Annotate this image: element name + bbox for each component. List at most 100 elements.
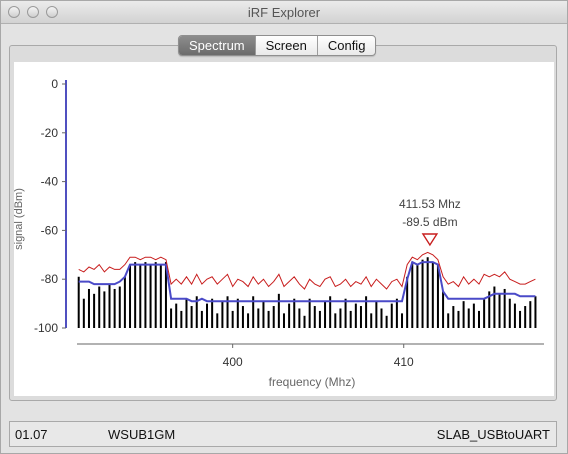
spectrum-bar [211, 298, 214, 328]
spectrum-bar [149, 264, 152, 328]
spectrum-bar [442, 291, 445, 328]
spectrum-bar [103, 291, 106, 328]
y-tick-labels: 0 -20 -40 -60 -80 -100 [34, 77, 66, 335]
spectrum-bar [257, 308, 260, 328]
spectrum-bar [411, 262, 414, 328]
y-tick-label: -100 [34, 321, 58, 335]
y-tick-label: 0 [51, 77, 58, 91]
spectrum-bar [493, 286, 496, 328]
spectrum-bar [221, 301, 224, 328]
spectrum-bar [370, 313, 373, 328]
spectrum-bar [267, 310, 270, 328]
spectrum-bar [77, 276, 80, 328]
spectrum-bar [395, 298, 398, 328]
spectrum-bar [87, 288, 90, 328]
spectrum-bar [93, 293, 96, 328]
spectrum-plot[interactable]: 0 -20 -40 -60 -80 -100 400 410 signal (dBm) fr… [13, 62, 554, 396]
spectrum-bar [298, 308, 301, 328]
window-title: iRF Explorer [247, 5, 321, 20]
spectrum-bar [118, 286, 121, 328]
spectrum-bar [139, 264, 142, 328]
spectrum-bar [406, 276, 409, 328]
spectrum-bar [236, 298, 239, 328]
spectrum-bar [190, 306, 193, 328]
spectrum-bar [375, 301, 378, 328]
zoom-window-button[interactable] [46, 6, 58, 18]
spectrum-bar [344, 298, 347, 328]
spectrum-bar [144, 262, 147, 328]
spectrum-bar [329, 296, 332, 328]
marker-level-label: -89.5 dBm [402, 215, 457, 229]
spectrum-bar [272, 306, 275, 328]
spectrum-bar [477, 310, 480, 328]
spectrum-bar [339, 308, 342, 328]
spectrum-bar [426, 257, 429, 328]
spectrum-bar [82, 298, 85, 328]
spectrum-bar [175, 303, 178, 328]
device-model: WSUB1GM [108, 427, 176, 442]
spectrum-bar [216, 313, 219, 328]
spectrum-bar [524, 306, 527, 328]
spectrum-bar [472, 303, 475, 328]
spectrum-bar [447, 313, 450, 328]
spectrum-bar [457, 310, 460, 328]
minimize-window-button[interactable] [27, 6, 39, 18]
y-tick-label: -60 [41, 223, 59, 237]
tab-config[interactable]: Config [316, 36, 376, 55]
y-axis-label: signal (dBm) [14, 188, 25, 250]
marker-triangle-icon[interactable] [421, 233, 439, 247]
spectrum-bar [277, 293, 280, 328]
x-tick-label: 400 [223, 355, 243, 369]
serial-port: SLAB_USBtoUART [436, 427, 550, 442]
spectrum-bar [416, 264, 419, 328]
y-tick-label: -80 [41, 272, 59, 286]
marker-frequency-label: 411.53 Mhz [399, 197, 461, 211]
tab-spectrum[interactable]: Spectrum [179, 36, 255, 55]
spectrum-bar [462, 301, 465, 328]
spectrum-bar [349, 310, 352, 328]
spectrum-bar [98, 286, 101, 328]
spectrum-bar [303, 315, 306, 328]
spectrum-bar [164, 262, 167, 328]
firmware-version: 01.07 [15, 427, 48, 442]
spectrum-bar [206, 303, 209, 328]
spectrum-bar [488, 291, 491, 328]
spectrum-bar [508, 298, 511, 328]
spectrum-bar [170, 308, 173, 328]
spectrum-bar [421, 259, 424, 328]
spectrum-bar [467, 308, 470, 328]
x-tick-label: 410 [394, 355, 414, 369]
spectrum-bar [241, 306, 244, 328]
average-series-line [78, 260, 536, 303]
title-bar: iRF Explorer [1, 1, 567, 24]
spectrum-bar [108, 284, 111, 328]
spectrum-bar [318, 310, 321, 328]
spectrum-bar [154, 262, 157, 328]
spectrum-bar [180, 310, 183, 328]
spectrum-bar [195, 296, 198, 328]
spectrum-bar [293, 298, 296, 328]
spectrum-bar [365, 296, 368, 328]
spectrum-bar [129, 264, 132, 328]
spectrum-bar [513, 303, 516, 328]
spectrum-bar [113, 288, 116, 328]
max-series-line [78, 251, 536, 290]
spectrum-bar [313, 306, 316, 328]
spectrum-bar [380, 308, 383, 328]
spectrum-bar [247, 313, 250, 328]
spectrum-bar [123, 276, 126, 328]
spectrum-bar [159, 264, 162, 328]
spectrum-bar [519, 310, 522, 328]
spectrum-bar [431, 262, 434, 328]
spectrum-bar [282, 313, 285, 328]
spectrum-bar [529, 301, 532, 328]
spectrum-bar [436, 264, 439, 328]
spectrum-bar [231, 310, 234, 328]
tab-bar: Spectrum Screen Config [178, 35, 377, 56]
spectrum-bar [390, 303, 393, 328]
tab-screen[interactable]: Screen [254, 36, 317, 55]
close-window-button[interactable] [8, 6, 20, 18]
spectrum-bar [262, 301, 265, 328]
spectrum-bar [185, 298, 188, 328]
spectrum-bar [324, 301, 327, 328]
